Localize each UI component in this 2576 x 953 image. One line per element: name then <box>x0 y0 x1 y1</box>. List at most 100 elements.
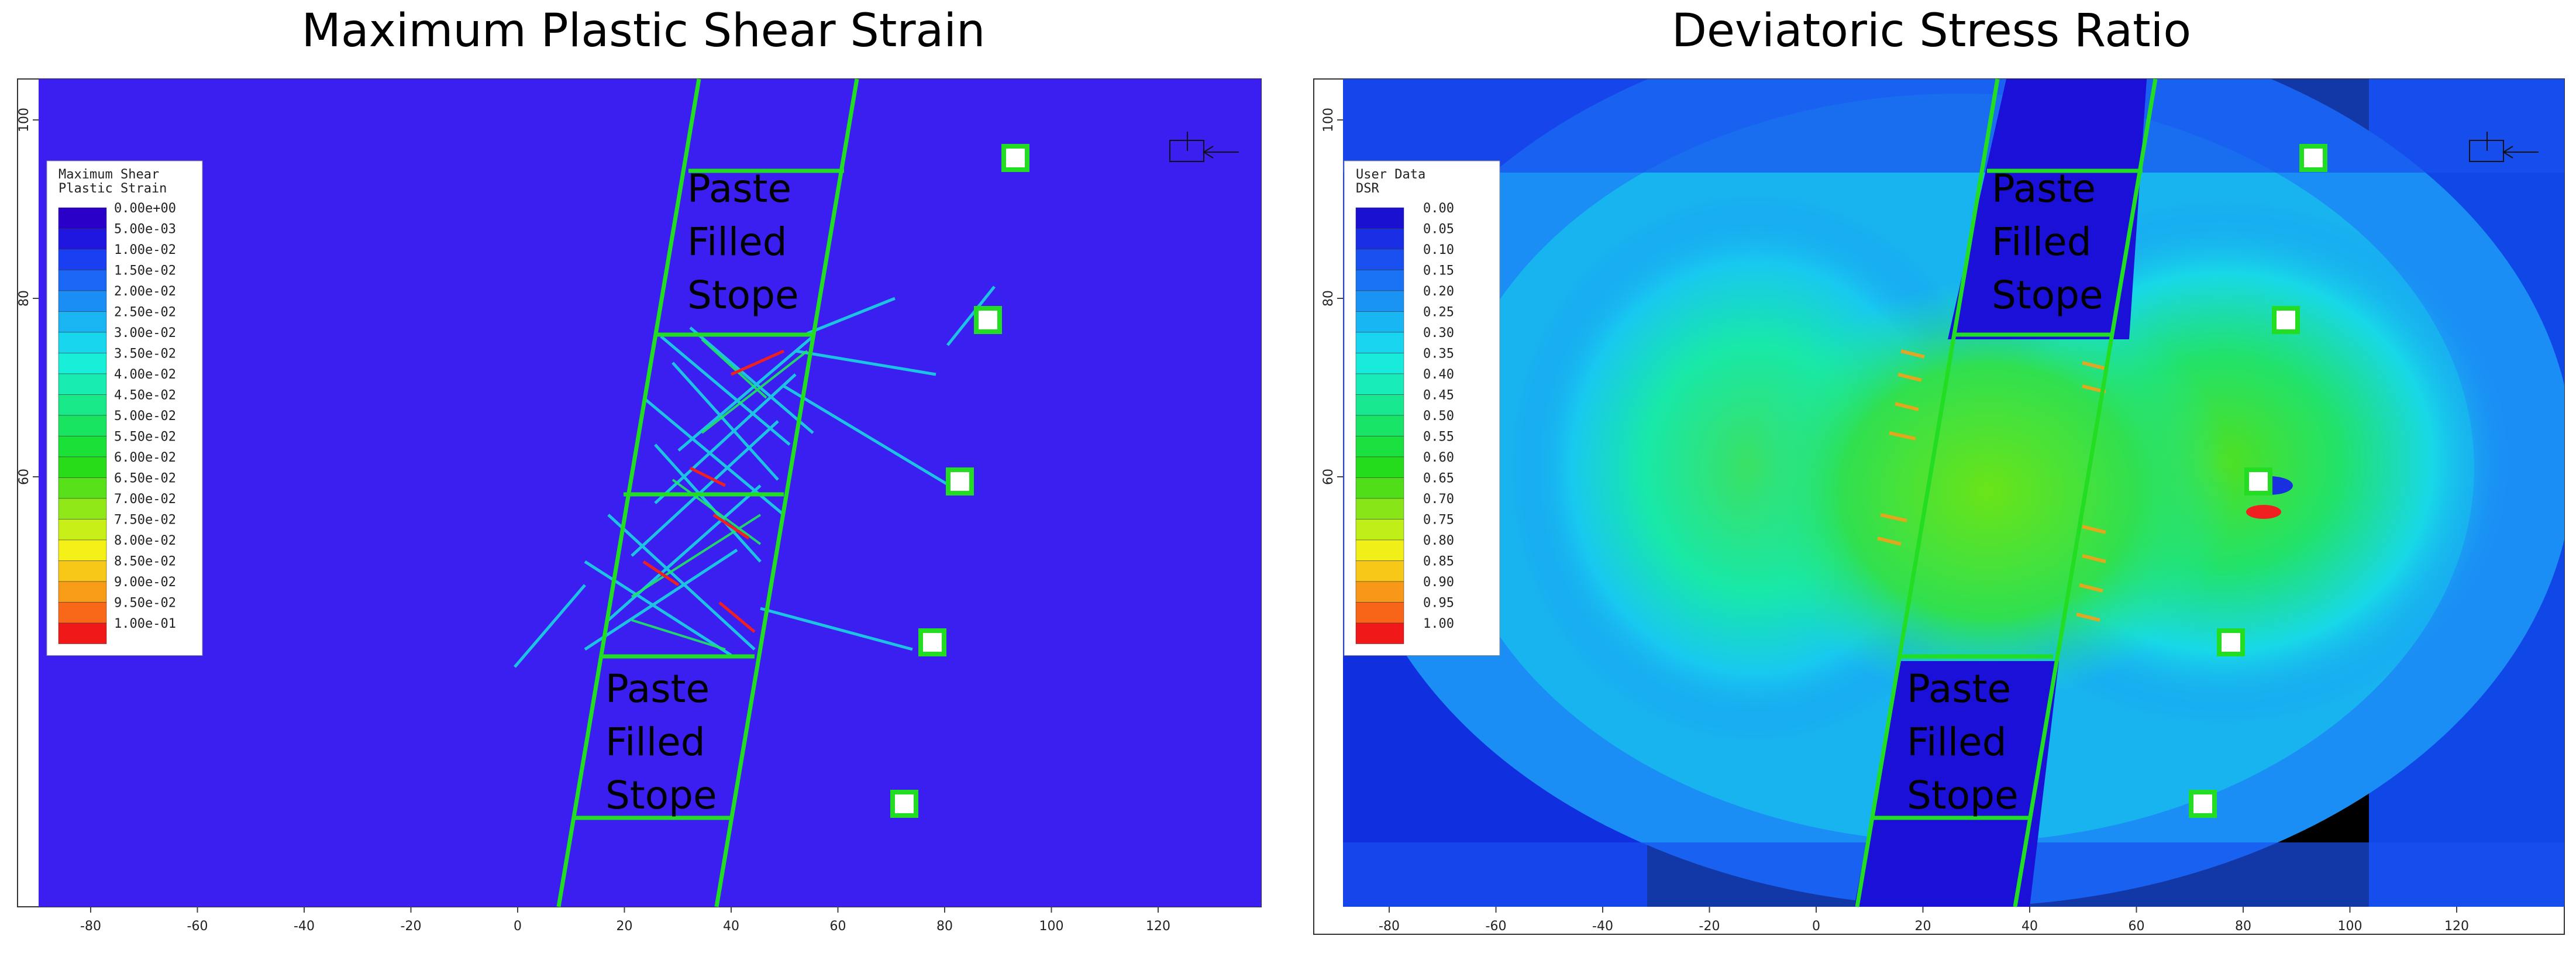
monitoring-point-marker <box>974 306 1002 334</box>
stope-label-line: Stope <box>687 273 799 318</box>
legend-swatch <box>58 539 107 561</box>
legend-label: 7.00e-02 <box>114 492 176 507</box>
legend-swatch <box>58 436 107 457</box>
x-tick-label: 100 <box>1039 919 1064 934</box>
legend-swatch <box>58 602 107 624</box>
x-tick-label: -80 <box>80 919 101 934</box>
legend-swatch <box>58 270 107 291</box>
y-tick-label: 80 <box>17 290 32 307</box>
legend-swatch <box>1355 353 1404 374</box>
legend-swatch <box>58 477 107 499</box>
legend-label: 0.70 <box>1423 492 1454 507</box>
legend-label: 2.50e-02 <box>114 305 176 320</box>
stope-label-lower: Paste Filled Stope <box>605 666 717 818</box>
monitoring-point-marker <box>918 628 946 656</box>
legend-swatch <box>1355 539 1404 561</box>
y-tick-label: 80 <box>1321 290 1336 307</box>
legend-label: 0.25 <box>1423 305 1454 320</box>
legend-swatch <box>1355 602 1404 624</box>
legend-label: 5.00e-03 <box>114 222 176 237</box>
legend-label: 0.80 <box>1423 534 1454 548</box>
legend-label: 9.50e-02 <box>114 596 176 611</box>
monitoring-point-marker <box>890 790 918 818</box>
panel-title-right: Deviatoric Stress Ratio <box>1671 5 2192 57</box>
legend-swatch <box>1355 332 1404 353</box>
legend-swatch <box>1355 581 1404 603</box>
legend-swatch <box>58 207 107 229</box>
legend-label: 0.55 <box>1423 430 1454 445</box>
monitoring-point-marker <box>2272 306 2300 334</box>
legend-label: 1.50e-02 <box>114 264 176 278</box>
legend-swatch <box>58 373 107 395</box>
legend-label: 0.85 <box>1423 555 1454 569</box>
legend-label: 9.00e-02 <box>114 575 176 590</box>
legend-label: 6.50e-02 <box>114 472 176 486</box>
x-tick-label: 20 <box>617 919 633 934</box>
legend-swatch <box>1355 436 1404 457</box>
legend-swatch <box>58 228 107 250</box>
monitoring-point-marker <box>2244 467 2272 496</box>
x-tick-label: -40 <box>294 919 315 934</box>
legend-label: 0.05 <box>1423 222 1454 237</box>
legend-label: 0.45 <box>1423 388 1454 403</box>
x-tick-label: 60 <box>2129 919 2145 934</box>
legend-swatch <box>1355 373 1404 395</box>
legend-label: 8.50e-02 <box>114 555 176 569</box>
x-tick-label: -80 <box>1379 919 1400 934</box>
legend-swatch <box>58 353 107 374</box>
legend-swatch <box>58 394 107 416</box>
y-tick-label: 100 <box>1321 108 1336 132</box>
legend-swatch <box>58 332 107 353</box>
x-tick-label: 40 <box>723 919 739 934</box>
stope-label-line: Filled <box>1992 219 2092 264</box>
monitoring-point-marker <box>946 467 974 496</box>
legend-swatch <box>1355 560 1404 582</box>
legend-label: 2.00e-02 <box>114 284 176 299</box>
monitoring-point-marker <box>1001 144 1029 172</box>
stope-label-line: Stope <box>1907 773 2019 818</box>
legend-label: 5.50e-02 <box>114 430 176 445</box>
monitoring-points <box>890 144 1029 818</box>
y-tick-label: 60 <box>17 469 32 485</box>
reference-axes-icon <box>1169 132 1239 162</box>
legend-title: User Data <box>1356 167 1425 182</box>
legend-label: 1.00e-02 <box>114 243 176 257</box>
legend-swatch <box>1355 290 1404 312</box>
legend-swatch <box>1355 311 1404 333</box>
x-tick-label: 0 <box>1812 919 1820 934</box>
x-tick-label: 120 <box>2444 919 2469 934</box>
x-tick-label: -20 <box>1699 919 1720 934</box>
legend-swatch <box>58 290 107 312</box>
legend-label: 0.00e+00 <box>114 201 176 216</box>
legend-swatch <box>1355 622 1404 644</box>
legend-label: 0.65 <box>1423 472 1454 486</box>
legend-swatch <box>58 519 107 541</box>
x-tick-label: -20 <box>401 919 422 934</box>
legend-label: 8.00e-02 <box>114 534 176 548</box>
axes-right: -80-60-40-200204060801001206080100120140… <box>1321 108 2469 934</box>
x-tick-label: -60 <box>1486 919 1507 934</box>
x-tick-label: 60 <box>830 919 846 934</box>
legend-swatch <box>58 498 107 519</box>
legend-title: DSR <box>1356 181 1379 196</box>
reference-axes-icon <box>2469 132 2539 162</box>
legend-label: 0.95 <box>1423 596 1454 611</box>
legend-swatch <box>1355 477 1404 499</box>
legend-swatch <box>58 249 107 270</box>
legend-title: Maximum Shear <box>58 167 159 182</box>
panel-title-left: Maximum Plastic Shear Strain <box>301 5 986 57</box>
legend-swatch <box>58 622 107 644</box>
legend-label: 0.60 <box>1423 450 1454 465</box>
legend-swatch <box>1355 270 1404 291</box>
stope-label-line: Stope <box>1992 273 2103 318</box>
legend-label: 1.00 <box>1423 617 1454 631</box>
panel-max-plastic-shear-strain: Paste Filled Stope Paste Filled Stope Maximu… <box>17 78 1262 934</box>
stope-outlines <box>1855 78 2158 907</box>
legend-label: 5.00e-02 <box>114 409 176 424</box>
legend-label: 4.00e-02 <box>114 367 176 382</box>
legend-swatch <box>1355 456 1404 478</box>
legend-label: 6.00e-02 <box>114 450 176 465</box>
